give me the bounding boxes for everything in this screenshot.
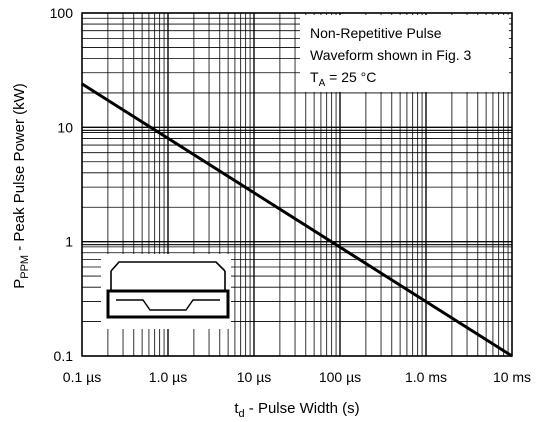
plot-frame <box>81 12 513 357</box>
series-group <box>81 82 513 358</box>
x-tick-label: 10 µs <box>237 369 272 385</box>
x-tick-label: 1.0 µs <box>149 369 187 385</box>
annotation-line-1: Non-Repetitive Pulse <box>310 25 442 41</box>
y-tick-label: 100 <box>50 5 74 21</box>
x-tick-label: 100 µs <box>319 369 361 385</box>
x-axis-title: td - Pulse Width (s) <box>234 400 359 420</box>
x-tick-label: 0.1 µs <box>63 369 101 385</box>
y-tick-label: 0.1 <box>54 348 74 364</box>
y-tick-label: 1 <box>65 234 73 250</box>
x-tick-label: 1.0 ms <box>405 369 447 385</box>
y-tick-label: 10 <box>57 119 73 135</box>
series-line <box>81 82 513 358</box>
x-tick-label: 10 ms <box>493 369 531 385</box>
y-axis-title: PPPM - Peak Pulse Power (kW) <box>11 83 31 289</box>
annotation-line-2: Waveform shown in Fig. 3 <box>310 47 472 63</box>
annotation-line-3: TA = 25 °C <box>310 69 376 89</box>
annotation-box: Non-Repetitive Pulse Waveform shown in F… <box>300 15 509 92</box>
y-tick-labels: 0.1 1 10 100 <box>50 5 74 364</box>
x-tick-labels: 0.1 µs 1.0 µs 10 µs 100 µs 1.0 ms 10 ms <box>63 369 531 385</box>
package-outline-inset <box>101 254 231 329</box>
